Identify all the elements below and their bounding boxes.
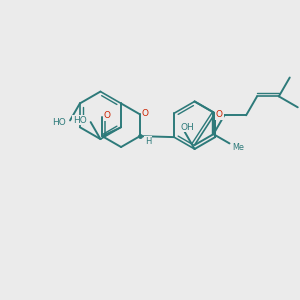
Text: O: O	[141, 109, 148, 118]
Text: HO: HO	[73, 116, 87, 124]
Text: H: H	[145, 136, 151, 146]
Text: O: O	[216, 110, 223, 119]
Text: O: O	[103, 111, 111, 120]
Text: Me: Me	[232, 143, 244, 152]
Text: HO: HO	[52, 118, 66, 127]
Text: OH: OH	[181, 123, 195, 132]
